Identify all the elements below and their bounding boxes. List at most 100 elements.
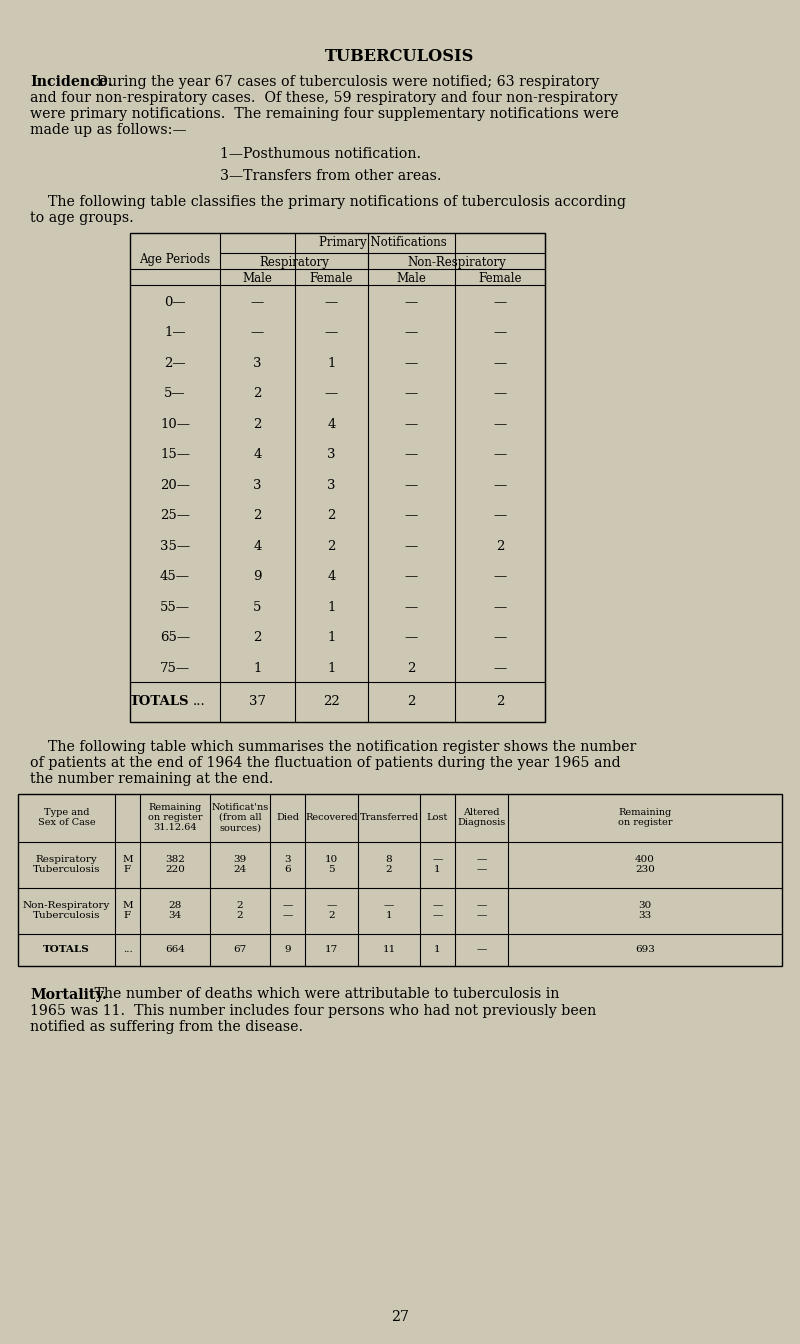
Text: 10
5: 10 5 <box>325 855 338 874</box>
Text: 1: 1 <box>327 601 336 614</box>
Text: —: — <box>405 509 418 523</box>
Text: and four non-respiratory cases.  Of these, 59 respiratory and four non-respirato: and four non-respiratory cases. Of these… <box>30 91 618 105</box>
Text: 3: 3 <box>254 356 262 370</box>
Text: 1: 1 <box>327 356 336 370</box>
Text: 25—: 25— <box>160 509 190 523</box>
Text: 3—Transfers from other areas.: 3—Transfers from other areas. <box>220 169 442 183</box>
Text: made up as follows:—: made up as follows:— <box>30 124 186 137</box>
Text: Male: Male <box>397 271 426 285</box>
Text: 67: 67 <box>234 945 246 954</box>
Text: 2: 2 <box>254 509 262 523</box>
Text: notified as suffering from the disease.: notified as suffering from the disease. <box>30 1020 303 1034</box>
Text: Notificat'ns
(from all
sources): Notificat'ns (from all sources) <box>211 802 269 832</box>
Text: —: — <box>494 449 506 461</box>
Text: Transferred: Transferred <box>359 813 418 823</box>
Text: 2—: 2— <box>164 356 186 370</box>
Text: —
—: — — <box>282 900 293 921</box>
Text: 2: 2 <box>254 418 262 430</box>
Text: —: — <box>494 509 506 523</box>
Text: 2: 2 <box>327 540 336 552</box>
Text: TOTALS: TOTALS <box>43 945 90 954</box>
Text: 17: 17 <box>325 945 338 954</box>
Text: 37: 37 <box>249 695 266 708</box>
Text: —: — <box>405 540 418 552</box>
Text: 10—: 10— <box>160 418 190 430</box>
Text: —: — <box>494 601 506 614</box>
Text: —: — <box>251 296 264 309</box>
Text: —: — <box>405 356 418 370</box>
Text: 65—: 65— <box>160 632 190 644</box>
Text: Non-Respiratory
Tuberculosis: Non-Respiratory Tuberculosis <box>23 900 110 921</box>
Text: Remaining
on register: Remaining on register <box>618 808 672 827</box>
Text: —: — <box>251 327 264 339</box>
Text: Type and
Sex of Case: Type and Sex of Case <box>38 808 95 827</box>
Text: 55—: 55— <box>160 601 190 614</box>
Text: 5: 5 <box>254 601 262 614</box>
Text: —
1: — 1 <box>384 900 394 921</box>
Text: 2: 2 <box>327 509 336 523</box>
Text: —: — <box>494 387 506 401</box>
Text: The following table which summarises the notification register shows the number: The following table which summarises the… <box>30 739 636 754</box>
Text: Mortality.: Mortality. <box>30 988 107 1001</box>
Text: 28
34: 28 34 <box>168 900 182 921</box>
Text: Recovered: Recovered <box>306 813 358 823</box>
Text: —: — <box>494 478 506 492</box>
Text: —
—: — — <box>476 855 486 874</box>
Text: Incidence.: Incidence. <box>30 75 113 89</box>
Text: 693: 693 <box>635 945 655 954</box>
Text: 30
33: 30 33 <box>638 900 652 921</box>
Text: Male: Male <box>242 271 273 285</box>
Text: 1: 1 <box>327 632 336 644</box>
Text: 39
24: 39 24 <box>234 855 246 874</box>
Text: the number remaining at the end.: the number remaining at the end. <box>30 771 274 785</box>
Text: 382
220: 382 220 <box>165 855 185 874</box>
Text: —: — <box>325 387 338 401</box>
Text: The following table classifies the primary notifications of tuberculosis accordi: The following table classifies the prima… <box>30 195 626 210</box>
Text: 3: 3 <box>327 449 336 461</box>
Text: 2: 2 <box>496 540 504 552</box>
Text: Lost: Lost <box>427 813 448 823</box>
Text: Female: Female <box>478 271 522 285</box>
Text: —: — <box>405 449 418 461</box>
Text: —: — <box>494 418 506 430</box>
Text: —: — <box>405 327 418 339</box>
Text: 2: 2 <box>254 632 262 644</box>
Text: Non-Respiratory: Non-Respiratory <box>407 255 506 269</box>
Text: Remaining
on register
31.12.64: Remaining on register 31.12.64 <box>148 802 202 832</box>
Text: 2: 2 <box>407 695 416 708</box>
Text: 27: 27 <box>391 1310 409 1324</box>
Text: —: — <box>494 327 506 339</box>
Text: M
F: M F <box>122 855 133 874</box>
Text: 1—: 1— <box>164 327 186 339</box>
Text: Age Periods: Age Periods <box>139 253 210 266</box>
Text: TUBERCULOSIS: TUBERCULOSIS <box>326 48 474 65</box>
Text: —
—: — — <box>432 900 442 921</box>
Text: 3: 3 <box>254 478 262 492</box>
Text: to age groups.: to age groups. <box>30 211 134 224</box>
Text: —
2: — 2 <box>326 900 337 921</box>
Text: —: — <box>494 661 506 675</box>
Text: 15—: 15— <box>160 449 190 461</box>
Text: of patients at the end of 1964 the fluctuation of patients during the year 1965 : of patients at the end of 1964 the fluct… <box>30 755 621 770</box>
Text: Primary Notifications: Primary Notifications <box>318 237 446 249</box>
Text: 2: 2 <box>496 695 504 708</box>
Text: 75—: 75— <box>160 661 190 675</box>
Text: 1965 was 11.  This number includes four persons who had not previously been: 1965 was 11. This number includes four p… <box>30 1004 596 1017</box>
Text: —: — <box>494 632 506 644</box>
Text: 2
2: 2 2 <box>237 900 243 921</box>
Text: 20—: 20— <box>160 478 190 492</box>
Text: 9: 9 <box>284 945 291 954</box>
Text: 3: 3 <box>327 478 336 492</box>
Text: Respiratory: Respiratory <box>259 255 329 269</box>
Text: 5—: 5— <box>164 387 186 401</box>
Text: During the year 67 cases of tuberculosis were notified; 63 respiratory: During the year 67 cases of tuberculosis… <box>92 75 599 89</box>
Text: 22: 22 <box>323 695 340 708</box>
Text: 2: 2 <box>254 387 262 401</box>
Text: 664: 664 <box>165 945 185 954</box>
Text: —
—: — — <box>476 900 486 921</box>
Text: —: — <box>494 356 506 370</box>
Text: Altered
Diagnosis: Altered Diagnosis <box>458 808 506 827</box>
Text: 4: 4 <box>254 449 262 461</box>
Text: —: — <box>476 945 486 954</box>
Text: 1—Posthumous notification.: 1—Posthumous notification. <box>220 146 421 161</box>
